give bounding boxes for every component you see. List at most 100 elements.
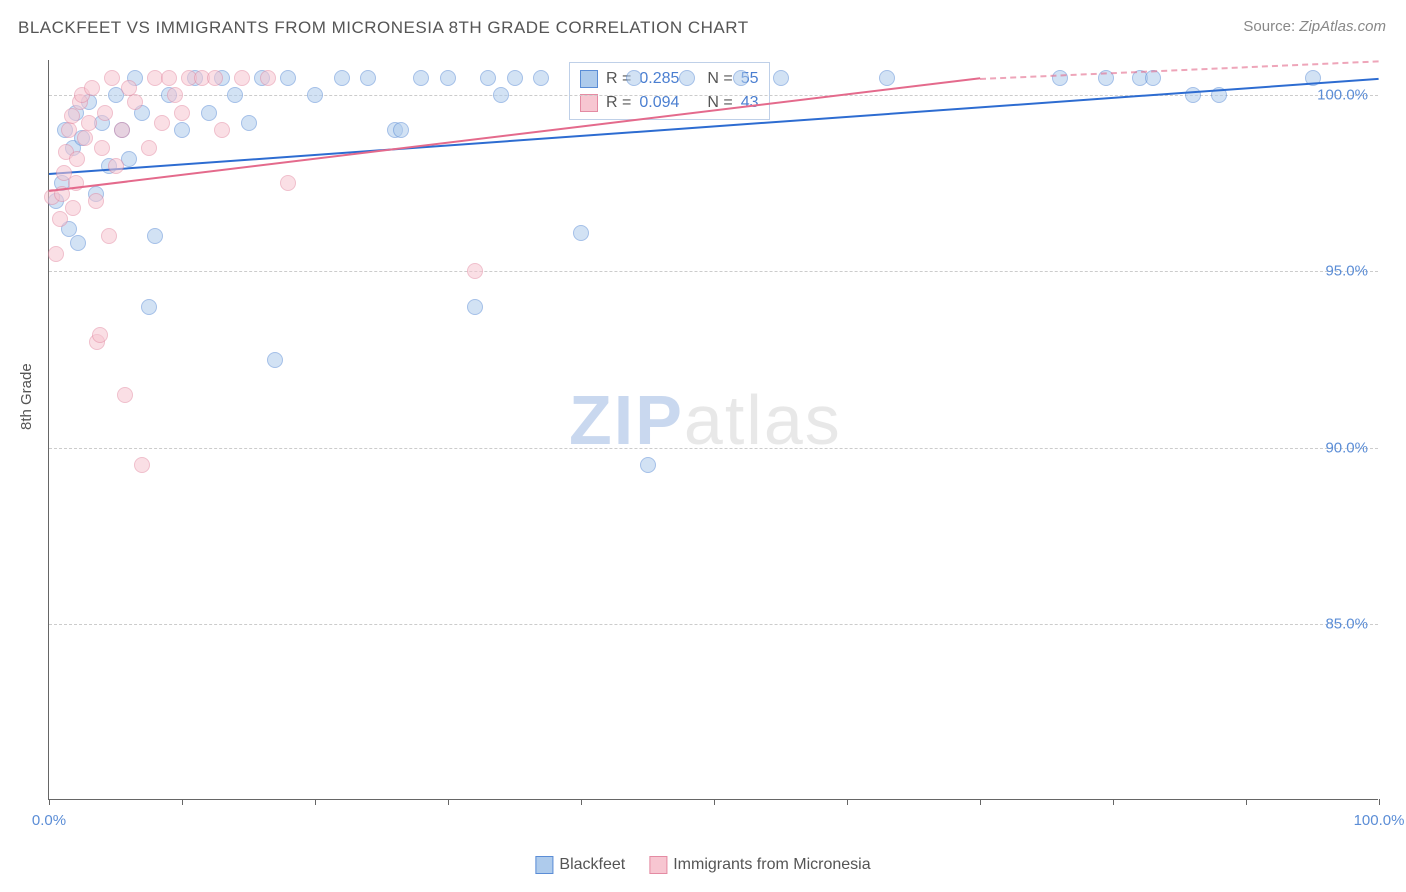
data-point (480, 70, 496, 86)
data-point (573, 225, 589, 241)
source-name: ZipAtlas.com (1299, 18, 1386, 35)
data-point (141, 140, 157, 156)
data-point (214, 122, 230, 138)
gridline (49, 448, 1378, 449)
data-point (65, 200, 81, 216)
data-point (174, 122, 190, 138)
data-point (440, 70, 456, 86)
y-tick-label: 90.0% (1325, 439, 1368, 456)
data-point (393, 122, 409, 138)
x-tick (714, 799, 715, 805)
x-tick (315, 799, 316, 805)
x-tick (448, 799, 449, 805)
data-point (533, 70, 549, 86)
y-axis-title: 8th Grade (18, 363, 35, 430)
data-point (879, 70, 895, 86)
data-point (77, 130, 93, 146)
x-tick (49, 799, 50, 805)
data-point (114, 122, 130, 138)
x-tick (847, 799, 848, 805)
legend-item-blackfeet: Blackfeet (535, 856, 625, 874)
legend-item-micronesia: Immigrants from Micronesia (649, 856, 870, 874)
data-point (507, 70, 523, 86)
r-value-micronesia: 0.094 (639, 94, 679, 112)
data-point (97, 105, 113, 121)
data-point (88, 193, 104, 209)
data-point (92, 327, 108, 343)
data-point (493, 87, 509, 103)
data-point (104, 70, 120, 86)
data-point (161, 70, 177, 86)
y-tick-label: 100.0% (1317, 87, 1368, 104)
data-point (413, 70, 429, 86)
data-point (69, 151, 85, 167)
data-point (360, 70, 376, 86)
data-point (234, 70, 250, 86)
x-tick (980, 799, 981, 805)
legend-label-blackfeet: Blackfeet (559, 856, 625, 873)
data-point (94, 140, 110, 156)
x-tick (581, 799, 582, 805)
data-point (241, 115, 257, 131)
data-point (679, 70, 695, 86)
data-point (154, 115, 170, 131)
data-point (307, 87, 323, 103)
chart-plot-area: ZIPatlas R = 0.285 N = 55 R = 0.094 N = … (48, 60, 1378, 800)
legend-swatch-blackfeet (580, 70, 598, 88)
data-point (1052, 70, 1068, 86)
data-point (260, 70, 276, 86)
data-point (141, 299, 157, 315)
data-point (1185, 87, 1201, 103)
data-point (48, 246, 64, 262)
legend-label-micronesia: Immigrants from Micronesia (673, 856, 870, 873)
data-point (626, 70, 642, 86)
data-point (134, 457, 150, 473)
legend-swatch-icon (649, 856, 667, 874)
gridline (49, 624, 1378, 625)
data-point (101, 228, 117, 244)
data-point (280, 70, 296, 86)
data-point (84, 80, 100, 96)
gridline (49, 95, 1378, 96)
r-label: R = (606, 94, 631, 112)
data-point (70, 235, 86, 251)
data-point (52, 211, 68, 227)
y-tick-label: 85.0% (1325, 615, 1368, 632)
x-tick-label: 0.0% (32, 812, 66, 829)
data-point (174, 105, 190, 121)
legend-swatch-micronesia (580, 94, 598, 112)
gridline (49, 271, 1378, 272)
y-tick-label: 95.0% (1325, 263, 1368, 280)
data-point (267, 352, 283, 368)
x-tick (182, 799, 183, 805)
data-point (334, 70, 350, 86)
data-point (280, 175, 296, 191)
data-point (773, 70, 789, 86)
data-point (81, 115, 97, 131)
data-point (467, 299, 483, 315)
data-point (117, 387, 133, 403)
data-point (64, 108, 80, 124)
data-point (61, 122, 77, 138)
n-value-micronesia: 43 (741, 94, 759, 112)
source-label: Source: (1243, 18, 1295, 35)
source-attribution: Source: ZipAtlas.com (1243, 18, 1386, 35)
legend-swatch-icon (535, 856, 553, 874)
data-point (207, 70, 223, 86)
x-tick (1113, 799, 1114, 805)
data-point (467, 263, 483, 279)
x-tick (1379, 799, 1380, 805)
data-point (227, 87, 243, 103)
chart-title: BLACKFEET VS IMMIGRANTS FROM MICRONESIA … (18, 18, 749, 38)
r-value-blackfeet: 0.285 (639, 70, 679, 88)
data-point (201, 105, 217, 121)
x-tick (1246, 799, 1247, 805)
x-tick-label: 100.0% (1354, 812, 1405, 829)
data-point (167, 87, 183, 103)
data-point (108, 158, 124, 174)
n-label: N = (707, 70, 732, 88)
data-point (733, 70, 749, 86)
data-point (640, 457, 656, 473)
data-point (127, 94, 143, 110)
data-point (147, 228, 163, 244)
